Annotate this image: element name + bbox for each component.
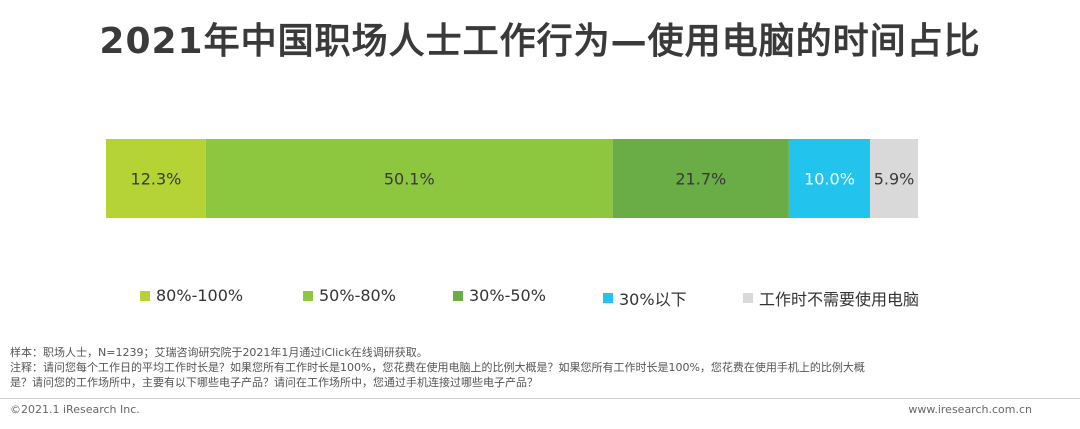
footer-divider <box>0 398 1080 399</box>
bar-value-label-4: 5.9% <box>874 170 915 189</box>
bar-value-label-3: 10.0% <box>804 170 855 189</box>
legend-label-2: 30%-50% <box>469 286 546 305</box>
legend-swatch-2 <box>453 290 463 301</box>
legend-label-3: 30%以下 <box>619 290 687 309</box>
bar-value-label-2: 21.7% <box>675 170 726 189</box>
bar-segment-4 <box>870 139 918 218</box>
legend-swatch-4 <box>743 293 753 303</box>
bar-segment-2 <box>612 139 789 218</box>
legend-item-2: 30%-50% <box>453 286 546 305</box>
chart-legend: 80%-100% 50%-80% 30%-50% 30%以下 工作时不需要使用电脑 <box>140 286 1040 310</box>
annotation-note-line-2: 是？请问您的工作场所中，主要有以下哪些电子产品？请问在工作场所中，您通过手机连接… <box>10 376 538 389</box>
legend-swatch-1 <box>303 290 313 301</box>
legend-item-4: 工作时不需要使用电脑 <box>743 286 919 310</box>
sample-note: 样本：职场人士，N=1239；艾瑞咨询研究院于2021年1月通过iClick在线… <box>10 346 428 359</box>
bar-value-label-1: 50.1% <box>384 170 435 189</box>
annotation-note-line-1: 注释：请问您每个工作日的平均工作时长是？如果您所有工作时长是100%，您花费在使… <box>10 361 865 374</box>
legend-item-0: 80%-100% <box>140 286 243 305</box>
bar-segment-1 <box>205 139 613 218</box>
legend-swatch-0 <box>140 290 150 301</box>
legend-item-3: 30%以下 <box>603 286 687 310</box>
chart-title: 2021年中国职场人士工作行为—使用电脑的时间占比 <box>99 21 981 62</box>
footer-copyright: ©2021.1 iResearch Inc. <box>10 403 140 416</box>
footer-website: www.iresearch.com.cn <box>908 403 1032 416</box>
legend-swatch-3 <box>603 293 613 303</box>
chart-notes: 样本：职场人士，N=1239；艾瑞咨询研究院于2021年1月通过iClick在线… <box>10 345 1050 390</box>
legend-label-1: 50%-80% <box>319 286 396 305</box>
stacked-bar-chart: 12.3% 50.1% 21.7% 10.0% 5.9% <box>106 139 918 218</box>
legend-label-4: 工作时不需要使用电脑 <box>759 290 920 309</box>
legend-item-1: 50%-80% <box>303 286 396 305</box>
legend-label-0: 80%-100% <box>156 286 244 305</box>
bar-segment-0 <box>106 139 206 218</box>
bar-value-label-0: 12.3% <box>131 170 182 189</box>
bar-segment-3 <box>788 139 871 218</box>
